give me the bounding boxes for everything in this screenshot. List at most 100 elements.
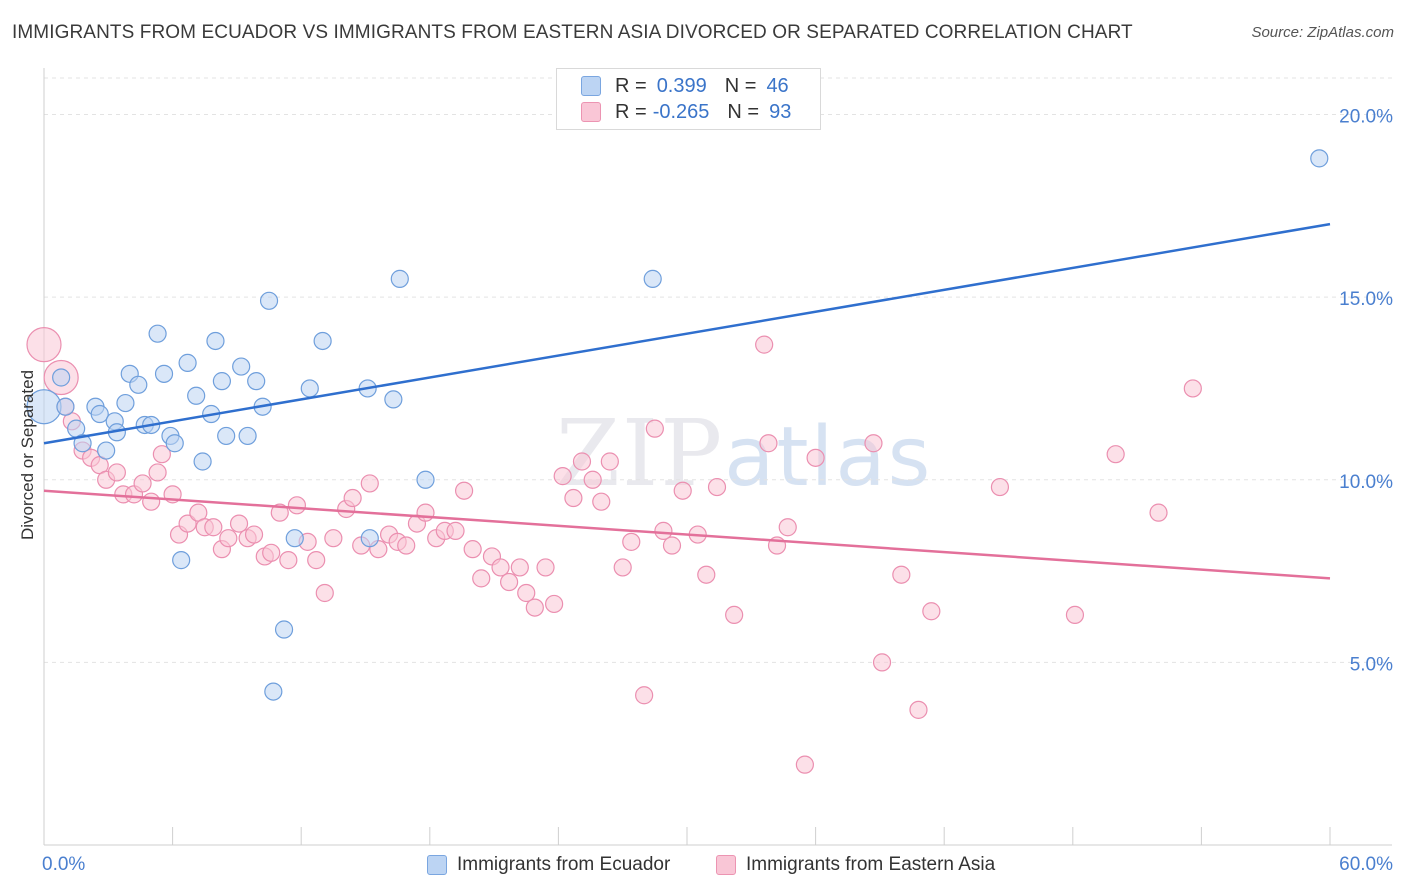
eastern-asia-point <box>219 529 238 548</box>
tick-labels: 5.0% 10.0% 15.0% 20.0% 0.0% 60.0% <box>42 107 1393 875</box>
y-tick-label: 10.0% <box>1339 472 1393 493</box>
eastern-asia-point <box>564 488 583 508</box>
ecuador-trend-line <box>43 222 1331 445</box>
eastern-asia-point <box>107 463 126 482</box>
y-tick-label: 15.0% <box>1339 289 1393 310</box>
ecuador-point <box>264 682 283 701</box>
eastern-asia-point <box>755 335 774 354</box>
ecuador-point <box>247 372 266 391</box>
ecuador-point <box>52 368 71 387</box>
legend-swatch-pink <box>581 102 601 122</box>
legend-row-ecuador: R = 0.399 N = 46 <box>581 74 789 98</box>
eastern-asia-point <box>892 565 911 584</box>
eastern-asia-point <box>510 558 529 577</box>
ecuador-point <box>165 434 184 453</box>
trend-lines <box>43 222 1331 580</box>
ecuador-point <box>212 372 231 391</box>
eastern-asia-point <box>1149 503 1168 522</box>
ecuador-point <box>313 331 332 351</box>
eastern-asia-point <box>307 551 326 570</box>
eastern-asia-point <box>142 492 161 511</box>
eastern-asia-point <box>500 572 519 592</box>
eastern-asia-points <box>26 327 1202 774</box>
eastern-asia-point <box>622 532 641 551</box>
ecuador-point <box>193 452 212 471</box>
ecuador-point <box>390 269 409 288</box>
ecuador-point <box>148 324 167 343</box>
legend-swatch-blue <box>581 76 601 96</box>
ecuador-point <box>97 441 116 460</box>
chart-title: IMMIGRANTS FROM ECUADOR VS IMMIGRANTS FR… <box>12 22 1133 43</box>
eastern-asia-point <box>525 598 544 617</box>
ecuador-point <box>206 331 225 351</box>
ecuador-point <box>384 390 403 409</box>
eastern-asia-point <box>152 445 171 464</box>
legend-r-value: -0.265 <box>652 100 710 123</box>
ecuador-point <box>1310 149 1329 168</box>
eastern-asia-point <box>324 529 343 548</box>
series-swatch-blue <box>427 855 447 875</box>
eastern-asia-point <box>536 558 555 577</box>
ecuador-point <box>217 426 236 446</box>
eastern-asia-point <box>148 463 167 482</box>
eastern-asia-point <box>178 514 197 533</box>
eastern-asia-point <box>244 525 264 544</box>
series-legend-eastern-asia: Immigrants from Eastern Asia <box>716 852 995 878</box>
ecuador-point <box>360 529 379 548</box>
eastern-asia-point <box>697 565 716 584</box>
eastern-asia-point <box>759 434 778 453</box>
y-axis-label: Divorced or Separated <box>18 369 37 541</box>
ecuador-point <box>172 551 191 570</box>
eastern-asia-point <box>613 558 632 577</box>
series-legend-ecuador: Immigrants from Ecuador <box>427 852 670 878</box>
ecuador-point <box>116 393 135 413</box>
eastern-asia-point <box>446 521 465 540</box>
eastern-asia-point <box>583 470 602 489</box>
eastern-asia-point <box>472 569 491 588</box>
eastern-asia-point <box>864 434 883 453</box>
legend-n-value: 93 <box>769 100 792 123</box>
ecuador-point <box>300 379 319 398</box>
eastern-asia-point <box>654 521 673 540</box>
eastern-asia-point <box>26 327 62 363</box>
series-name-ecuador: Immigrants from Ecuador <box>457 854 671 875</box>
eastern-asia-point <box>645 419 664 438</box>
correlation-legend: R = 0.399 N = 46 R = -0.265 N = 93 <box>556 68 821 130</box>
x-tick-label: 0.0% <box>42 854 85 875</box>
eastern-asia-point <box>229 514 249 533</box>
eastern-asia-point <box>343 488 362 508</box>
source-label: Source: ZipAtlas.com <box>1251 24 1394 41</box>
ecuador-point <box>259 291 279 310</box>
legend-r-label: R = <box>615 100 647 123</box>
y-tick-label: 20.0% <box>1339 107 1393 128</box>
legend-n-value: 46 <box>766 74 789 97</box>
y-tick-label: 5.0% <box>1350 654 1393 675</box>
legend-row-eastern-asia: R = -0.265 N = 93 <box>581 100 791 124</box>
ecuador-point <box>416 470 435 489</box>
eastern-asia-point <box>635 686 654 705</box>
ecuador-point <box>274 620 294 639</box>
x-tick-label: 60.0% <box>1339 854 1393 875</box>
eastern-asia-point <box>922 602 941 621</box>
legend-r-label: R = <box>615 74 647 97</box>
ecuador-point <box>187 386 206 405</box>
eastern-asia-point <box>592 492 611 511</box>
eastern-asia-point <box>572 452 592 471</box>
eastern-asia-point <box>279 551 298 570</box>
axes <box>43 68 1392 846</box>
eastern-asia-point <box>360 474 379 493</box>
ecuador-point <box>285 529 304 548</box>
eastern-asia-point <box>463 540 482 559</box>
watermark-atlas: atlas <box>724 410 933 505</box>
eastern-asia-point <box>287 496 307 515</box>
eastern-asia-point <box>397 536 416 555</box>
eastern-asia-point <box>778 518 797 537</box>
eastern-asia-point <box>1065 605 1085 625</box>
eastern-asia-point <box>662 536 682 555</box>
eastern-asia-trend-line <box>43 489 1331 580</box>
eastern-asia-point <box>545 594 564 614</box>
eastern-asia-point <box>600 452 619 471</box>
eastern-asia-point <box>416 503 435 522</box>
ecuador-point <box>643 269 662 288</box>
eastern-asia-point <box>315 583 334 603</box>
